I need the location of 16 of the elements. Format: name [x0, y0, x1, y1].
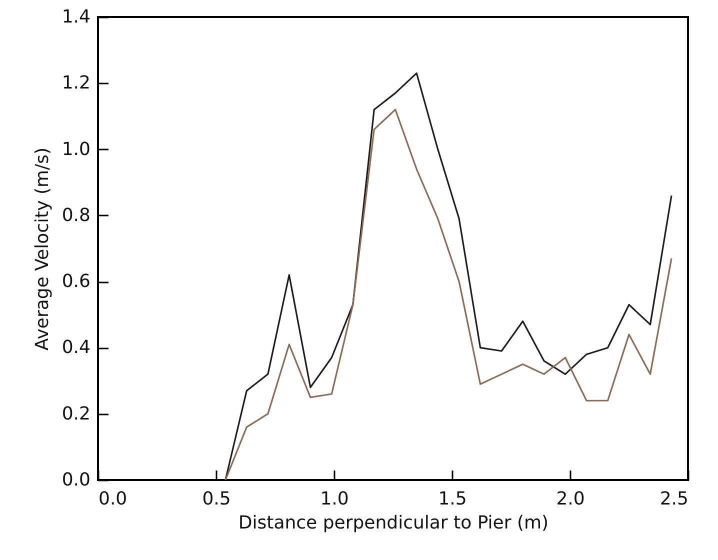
x-tick-label: 1.5	[438, 488, 467, 510]
y-tick-label: 0.6	[62, 271, 90, 292]
y-tick-label: 0.4	[62, 337, 90, 358]
y-tick-label: 0.2	[62, 403, 90, 424]
x-tick-label: 2.0	[556, 488, 585, 510]
x-tick-label: 2.5	[660, 488, 688, 510]
x-tick-label: 0.5	[202, 488, 231, 510]
y-tick-label: 1.4	[62, 6, 90, 28]
x-tick-label: 1.0	[320, 488, 349, 510]
x-axis-title: Distance perpendicular to Pier (m)	[238, 512, 549, 534]
y-axis-title: Average Velocity (m/s)	[32, 148, 53, 350]
y-tick-label: 1.0	[62, 138, 90, 160]
y-tick-label: 0.0	[62, 470, 90, 490]
x-tick-label: 0.0	[98, 488, 128, 510]
y-tick-label: 1.2	[62, 72, 90, 94]
y-tick-label: 0.8	[62, 204, 90, 226]
